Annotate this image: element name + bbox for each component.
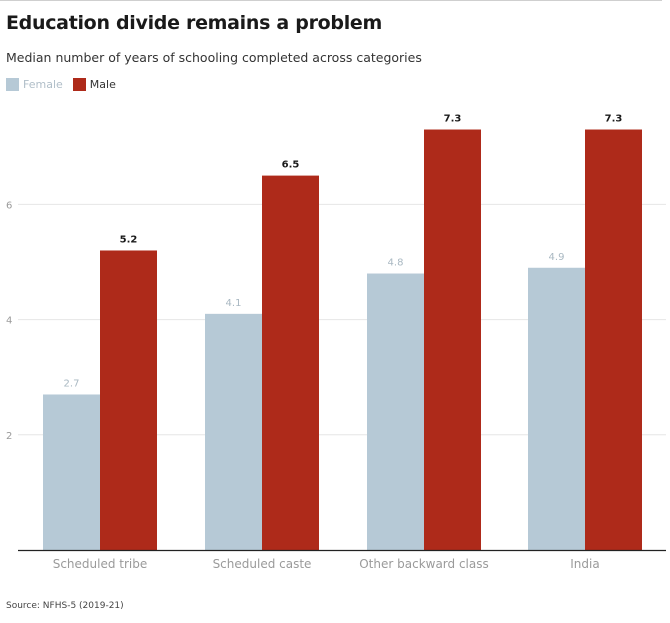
data-label-female: 4.9 <box>549 252 565 263</box>
chart-subtitle: Median number of years of schooling comp… <box>6 50 422 65</box>
legend-label-male: Male <box>89 78 116 91</box>
data-label-female: 2.7 <box>64 378 80 389</box>
y-tick-label: 2 <box>6 431 12 442</box>
bar-female <box>43 394 100 550</box>
chart-title: Education divide remains a problem <box>6 12 382 34</box>
bar-male <box>262 175 319 550</box>
data-label-female: 4.8 <box>388 258 404 269</box>
bar-female <box>367 273 424 550</box>
legend-label-female: Female <box>23 78 63 91</box>
x-category-label: Other backward class <box>359 557 489 571</box>
legend-item-female: Female <box>6 78 63 91</box>
data-label-male: 6.5 <box>282 160 300 171</box>
source-note: Source: NFHS-5 (2019-21) <box>6 601 124 611</box>
bar-male <box>424 129 481 550</box>
bar-chart: 2 4 6 2.7 4.1 4.8 4.9 5.2 6.5 7.3 7.3 Scheduled tri… <box>6 114 666 571</box>
data-label-male: 5.2 <box>120 234 138 245</box>
legend-swatch-male <box>72 78 86 91</box>
y-tick-label: 4 <box>6 316 12 327</box>
bar-male <box>585 129 642 550</box>
bar-female <box>528 267 585 550</box>
x-category-label: India <box>570 557 599 571</box>
legend: Female Male <box>6 78 126 91</box>
x-category-label: Scheduled tribe <box>53 557 148 571</box>
bar-female <box>205 313 262 550</box>
y-tick-label: 6 <box>6 200 12 211</box>
legend-item-male: Male <box>72 78 116 91</box>
bar-male <box>100 250 157 551</box>
top-rule <box>0 0 662 1</box>
data-label-male: 7.3 <box>605 114 623 125</box>
data-label-male: 7.3 <box>444 114 462 125</box>
x-category-label: Scheduled caste <box>213 557 312 571</box>
legend-swatch-female <box>6 78 19 91</box>
data-label-female: 4.1 <box>226 298 242 309</box>
